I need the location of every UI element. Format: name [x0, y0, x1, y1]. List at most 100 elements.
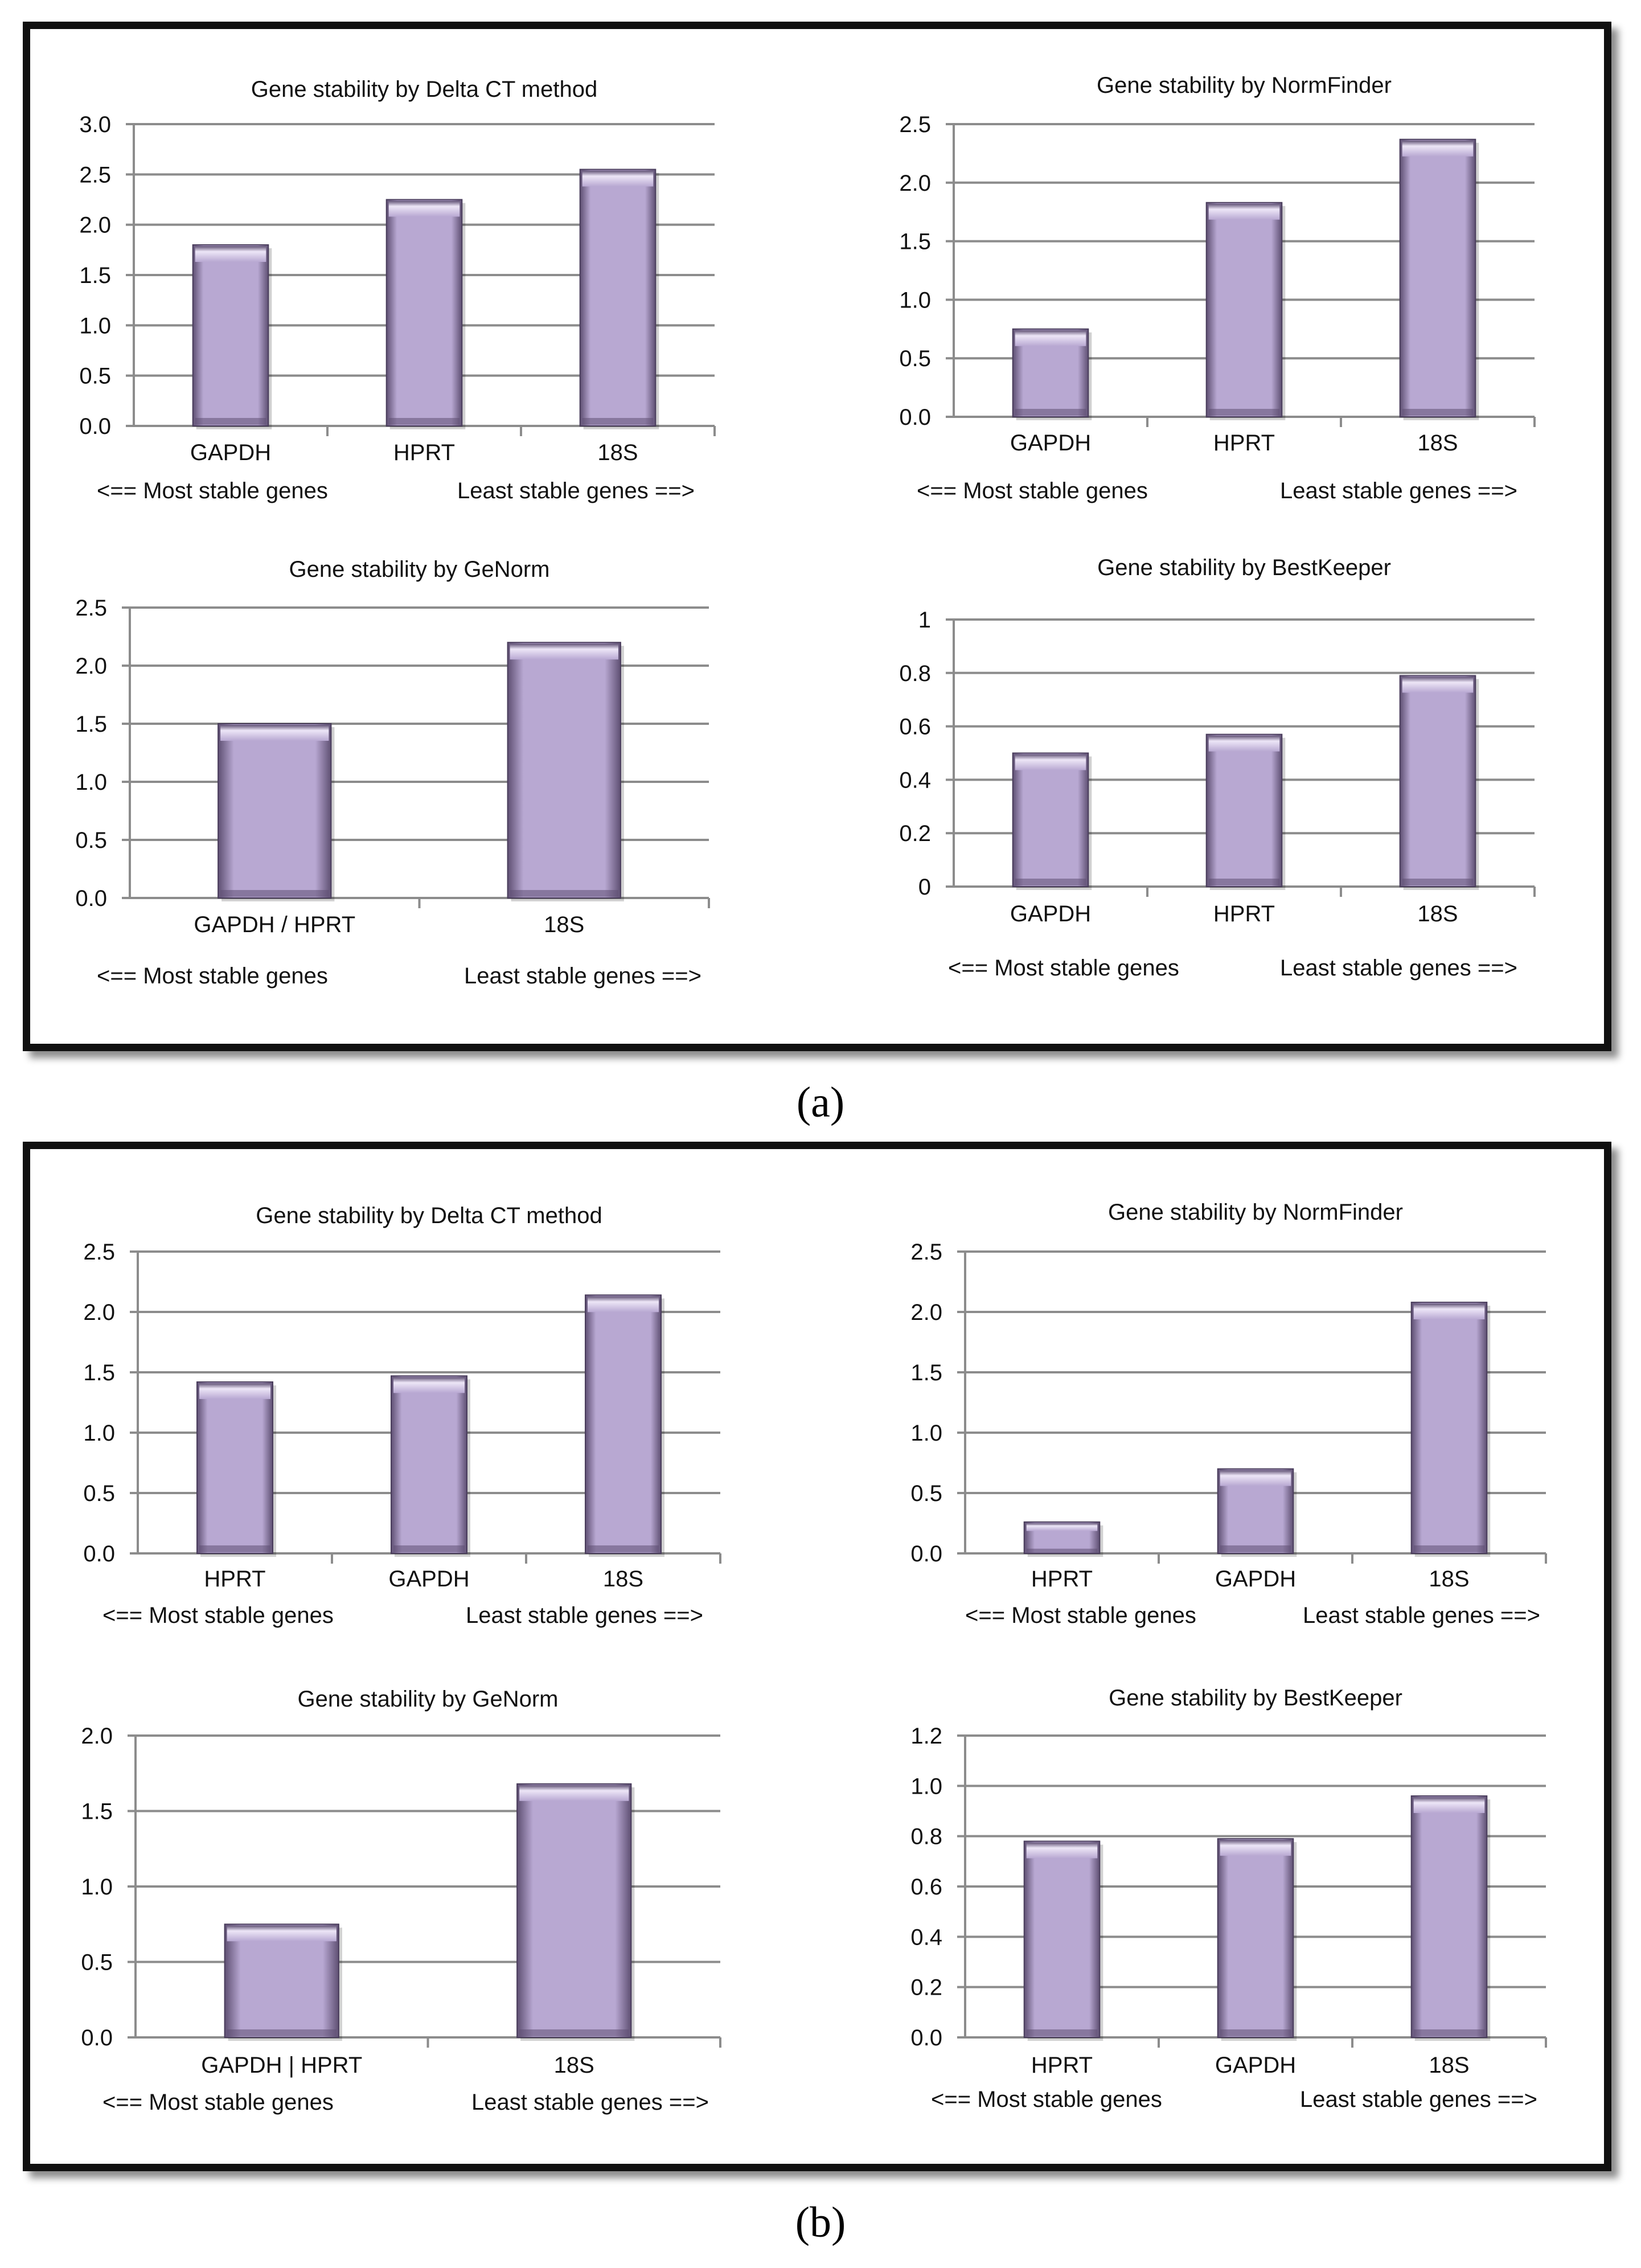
x-tick-label: HPRT — [1031, 1566, 1093, 1592]
bar-gapdh — [391, 1375, 467, 1555]
bar-bottom-bevel — [1026, 1548, 1098, 1553]
bar-top-bevel — [1208, 735, 1280, 752]
y-tick-label: 2.5 — [75, 596, 107, 621]
most-stable-note: <== Most stable genes — [948, 955, 1179, 981]
x-tick-label: 18S — [1417, 430, 1458, 456]
y-tick-label: 2.0 — [83, 1300, 115, 1325]
y-tick-label: 2.0 — [81, 1724, 113, 1749]
bar-bottom-bevel — [1220, 2029, 1291, 2036]
y-tick-label: 0.5 — [79, 364, 111, 389]
bar-bottom-bevel — [582, 418, 654, 425]
y-tick-label: 0.2 — [899, 821, 931, 846]
bar-top-bevel — [519, 1785, 629, 1801]
y-tick-label: 2.5 — [83, 1240, 115, 1265]
y-tick-label: 1.0 — [910, 1421, 942, 1446]
bar-top-bevel — [220, 725, 329, 741]
panel-a-caption: (a) — [0, 1078, 1641, 1127]
bar-18s — [516, 1783, 632, 2039]
bar-hprt — [1023, 1840, 1101, 2038]
chart-title: Gene stability by NormFinder — [1108, 1200, 1403, 1225]
y-tick-label: 1.0 — [83, 1421, 115, 1446]
y-tick-label: 0.2 — [910, 1975, 942, 2000]
bar-top-bevel — [1402, 140, 1474, 157]
y-tick-label: 1.5 — [910, 1360, 942, 1385]
most-stable-note: <== Most stable genes — [102, 2090, 334, 2115]
x-tick-label: GAPDH — [1010, 901, 1091, 926]
y-tick-label: 0.6 — [899, 715, 931, 740]
bar-bottom-bevel — [1208, 879, 1280, 885]
y-tick-label: 1.0 — [81, 1875, 113, 1900]
y-tick-label: 2.0 — [899, 171, 931, 196]
bar-bottom-bevel — [199, 1545, 270, 1552]
chart-title: Gene stability by BestKeeper — [1097, 555, 1391, 580]
y-tick-label: 0.0 — [910, 1541, 942, 1566]
bar-top-bevel — [393, 1377, 465, 1393]
x-tick-label: HPRT — [204, 1566, 265, 1592]
bar-gapdh — [192, 244, 269, 426]
y-tick-label: 0.0 — [75, 886, 107, 911]
chart-title: Gene stability by NormFinder — [1097, 73, 1392, 98]
y-tick-label: 1.0 — [899, 288, 931, 313]
bar-top-bevel — [1220, 1470, 1291, 1486]
y-tick-label: 1.0 — [75, 770, 107, 795]
least-stable-note: Least stable genes ==> — [1303, 1603, 1540, 1628]
panel-b-caption: (b) — [0, 2198, 1641, 2248]
y-tick-label: 1 — [918, 608, 931, 633]
bar-bottom-bevel — [510, 890, 618, 897]
bar-top-bevel — [1413, 1303, 1485, 1320]
most-stable-note: <== Most stable genes — [931, 2087, 1162, 2112]
least-stable-note: Least stable genes ==> — [1280, 955, 1517, 981]
panel-a-caption-text: (a) — [796, 1078, 845, 1126]
least-stable-note: Least stable genes ==> — [1300, 2087, 1537, 2112]
most-stable-note: <== Most stable genes — [965, 1603, 1196, 1628]
x-tick-label: HPRT — [1213, 901, 1275, 926]
bar-top-bevel — [1015, 330, 1086, 346]
chart-title: Gene stability by Delta CT method — [251, 77, 597, 102]
bar-bottom-bevel — [1208, 409, 1280, 416]
bar-bottom-bevel — [1015, 409, 1086, 416]
y-tick-label: 0.0 — [910, 2025, 942, 2050]
x-tick-label: GAPDH — [1215, 1566, 1296, 1592]
x-tick-label: 18S — [597, 440, 638, 465]
bar-bottom-bevel — [1402, 879, 1474, 885]
x-tick-label: GAPDH — [190, 440, 271, 465]
x-tick-label: 18S — [1429, 1566, 1469, 1592]
bar-bottom-bevel — [1026, 2029, 1098, 2036]
y-tick-label: 0.0 — [899, 405, 931, 430]
bar-top-bevel — [510, 643, 618, 660]
bar-18s — [585, 1294, 662, 1555]
bar-top-bevel — [227, 1925, 337, 1942]
y-tick-label: 0.0 — [81, 2025, 113, 2050]
x-tick-label: GAPDH — [1010, 430, 1091, 456]
bar-gapdh-hprt — [218, 723, 332, 899]
y-tick-label: 3.0 — [79, 112, 111, 137]
y-tick-label: 1.5 — [899, 229, 931, 255]
chart-title: Gene stability by BestKeeper — [1109, 1685, 1402, 1711]
bar-top-bevel — [199, 1383, 270, 1399]
bar-18s — [1399, 675, 1476, 887]
y-tick-label: 1.5 — [83, 1360, 115, 1385]
least-stable-note: Least stable genes ==> — [466, 1603, 703, 1628]
y-tick-label: 0.5 — [83, 1481, 115, 1506]
bar-hprt — [1205, 733, 1283, 888]
y-tick-label: 0.5 — [81, 1950, 113, 1975]
bar-top-bevel — [582, 170, 654, 187]
bar-hprt — [1205, 202, 1283, 417]
bar-top-bevel — [388, 200, 460, 217]
least-stable-note: Least stable genes ==> — [464, 963, 701, 989]
bar-bottom-bevel — [1413, 1545, 1485, 1552]
y-tick-label: 0.0 — [79, 414, 111, 439]
x-tick-label: GAPDH — [388, 1566, 469, 1592]
least-stable-note: Least stable genes ==> — [471, 2090, 709, 2115]
bar-bottom-bevel — [1015, 879, 1086, 885]
bar-bottom-bevel — [1413, 2029, 1485, 2036]
bar-hprt — [196, 1381, 273, 1554]
x-tick-label: GAPDH — [1215, 2053, 1296, 2078]
most-stable-note: <== Most stable genes — [97, 963, 328, 989]
most-stable-note: <== Most stable genes — [102, 1603, 334, 1628]
bar-top-bevel — [1026, 1842, 1098, 1859]
x-tick-label: HPRT — [1031, 2053, 1093, 2078]
